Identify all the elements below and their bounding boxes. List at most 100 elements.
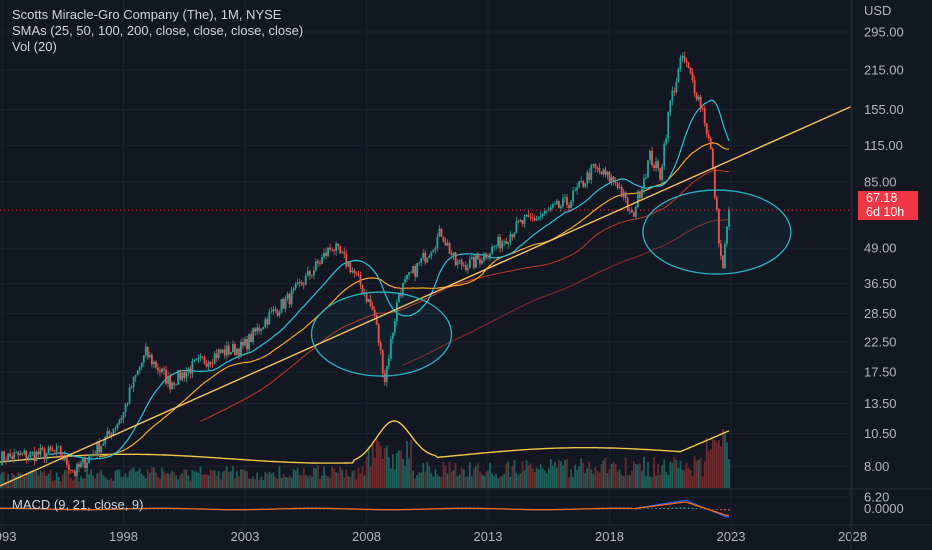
volume-bar <box>175 475 178 488</box>
candle-body <box>477 254 479 260</box>
candle-body <box>3 451 5 461</box>
volume-legend[interactable]: Vol (20) <box>12 39 57 54</box>
candle-body <box>535 218 538 221</box>
volume-bar <box>420 472 423 488</box>
ellipse-2022-low[interactable] <box>642 189 792 275</box>
volume-bar <box>669 461 672 488</box>
ellipse-2008-low[interactable] <box>310 291 453 377</box>
candle-body <box>440 228 443 237</box>
candle-body <box>400 293 402 296</box>
volume-bar <box>464 476 467 488</box>
volume-bar <box>92 475 95 488</box>
volume-bar <box>537 469 540 488</box>
volume-bar <box>367 446 370 488</box>
candle-body <box>634 207 637 217</box>
volume-bar <box>697 459 700 488</box>
macd-histogram-bar <box>469 508 471 510</box>
volume-bar <box>288 475 291 488</box>
volume-bar <box>499 476 502 488</box>
macd-histogram-bar <box>622 508 625 510</box>
candle-body <box>657 161 660 169</box>
volume-bar <box>622 476 625 488</box>
volume-bar <box>553 462 556 488</box>
macd-histogram-bar <box>699 508 702 509</box>
candle-body <box>276 310 279 316</box>
candle-body <box>525 214 528 218</box>
volume-bar <box>643 456 645 488</box>
volume-bar <box>215 475 218 488</box>
macd-histogram-bar <box>473 508 475 510</box>
candle-body <box>626 198 629 211</box>
candle-body <box>458 259 461 262</box>
candle-body <box>272 309 275 312</box>
macd-legend[interactable]: MACD (9, 21, close, 9) <box>12 497 144 512</box>
candle-body <box>55 446 58 452</box>
candle-body <box>266 319 269 325</box>
candle-body <box>130 387 133 389</box>
candle-body <box>446 243 449 246</box>
candle-body <box>513 233 516 238</box>
candle-body <box>323 252 325 258</box>
x-tick-label: 2013 <box>474 529 503 544</box>
candle-body <box>51 450 54 452</box>
candle-body <box>211 363 214 365</box>
volume-bar <box>140 473 143 488</box>
symbol-title[interactable]: Scotts Miracle-Gro Company (The), 1M, NY… <box>12 7 282 22</box>
volume-bar <box>493 476 495 488</box>
volume-bar <box>466 476 469 488</box>
volume-bar <box>90 469 93 488</box>
volume-bar <box>347 475 350 488</box>
candle-body <box>598 167 601 172</box>
macd-histogram-bar <box>456 508 459 510</box>
candle-body <box>474 254 477 268</box>
volume-bar <box>616 471 619 488</box>
volume-bar <box>527 465 530 488</box>
candle-body <box>302 284 305 286</box>
volume-bar <box>63 470 66 488</box>
volume-bar <box>76 475 78 488</box>
candle-body <box>460 259 463 266</box>
candle-body <box>373 309 376 316</box>
drawing-tools[interactable] <box>0 106 852 487</box>
candle-body <box>146 346 149 358</box>
volume-bar <box>398 450 400 488</box>
volume-bar <box>673 456 676 488</box>
volume-bar <box>157 476 159 488</box>
volume-bar <box>562 465 564 488</box>
candle-body <box>560 206 562 208</box>
volume-bar <box>385 445 388 488</box>
candle-body <box>300 282 303 285</box>
candle-body <box>558 201 560 208</box>
macd-histogram-bar <box>3 508 5 510</box>
volume-bar <box>345 469 348 488</box>
volume-bar <box>709 449 712 488</box>
volume-bar <box>138 468 141 488</box>
candle-body <box>195 358 198 360</box>
volume-bar <box>634 464 637 488</box>
volume-bar <box>371 441 374 488</box>
volume-bar <box>728 459 730 488</box>
candle-body <box>159 370 161 373</box>
volume-bar <box>165 473 167 488</box>
volume-bar <box>509 477 512 488</box>
sma-legend[interactable]: SMAs (25, 50, 100, 200, close, close, cl… <box>12 23 304 38</box>
volume-bar <box>545 473 548 488</box>
candle-body <box>450 254 453 256</box>
candle-body <box>673 90 676 93</box>
macd-histogram-bar <box>606 508 609 510</box>
candle-body <box>649 150 651 161</box>
trendline[interactable] <box>0 106 852 487</box>
macd-histogram-bar <box>460 508 463 510</box>
volume-bar <box>549 459 552 488</box>
candle-body <box>215 353 218 359</box>
volume-bar <box>651 477 653 488</box>
candle-body <box>74 471 76 476</box>
volume-bar <box>687 467 690 488</box>
macd-histogram-bar <box>307 508 309 510</box>
candle-body <box>604 169 607 175</box>
candle-body <box>472 257 475 268</box>
volume-bar <box>29 470 32 488</box>
candle-body <box>122 412 125 419</box>
candle-body <box>527 214 530 217</box>
